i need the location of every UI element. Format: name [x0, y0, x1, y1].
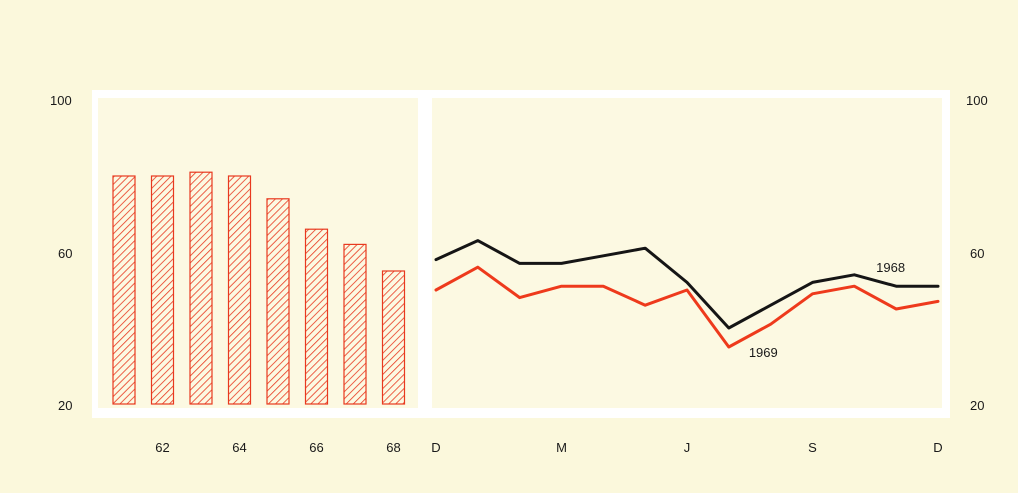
bar: [227, 175, 252, 405]
bar-x-tick: 68: [386, 440, 400, 455]
bar: [381, 270, 406, 405]
bar-series: [112, 171, 406, 405]
right-y-tick: 100: [966, 93, 988, 108]
line-x-tick: D: [431, 440, 440, 455]
bar-x-tick: 64: [232, 440, 246, 455]
line-x-tick: M: [556, 440, 567, 455]
line-x-tick: S: [808, 440, 817, 455]
line-series-group: [434, 239, 940, 349]
left-y-tick: 60: [58, 246, 72, 261]
right-y-axis: 100 60 20: [966, 93, 988, 413]
left-y-tick: 20: [58, 398, 72, 413]
line-panel: [432, 98, 942, 408]
line-series-1968: [434, 239, 940, 330]
line-x-tick: J: [684, 440, 691, 455]
bar: [266, 198, 290, 405]
bar-x-tick: 66: [309, 440, 323, 455]
series-label-1968: 1968: [876, 260, 905, 275]
bar-x-axis: 62 64 66 68: [155, 440, 400, 455]
bar: [112, 175, 136, 405]
bar: [304, 228, 329, 405]
bar: [189, 171, 213, 405]
left-y-tick: 100: [50, 93, 72, 108]
series-labels: 1968 1969: [749, 260, 905, 360]
right-y-tick: 20: [970, 398, 984, 413]
line-x-tick: D: [933, 440, 942, 455]
bar: [150, 175, 175, 405]
bar: [343, 243, 367, 405]
bar-x-tick: 62: [155, 440, 169, 455]
bar-panel: [98, 98, 418, 408]
series-label-1969: 1969: [749, 345, 778, 360]
right-y-tick: 60: [970, 246, 984, 261]
left-y-axis: 100 60 20: [50, 93, 72, 413]
line-series-1969: [434, 265, 940, 349]
